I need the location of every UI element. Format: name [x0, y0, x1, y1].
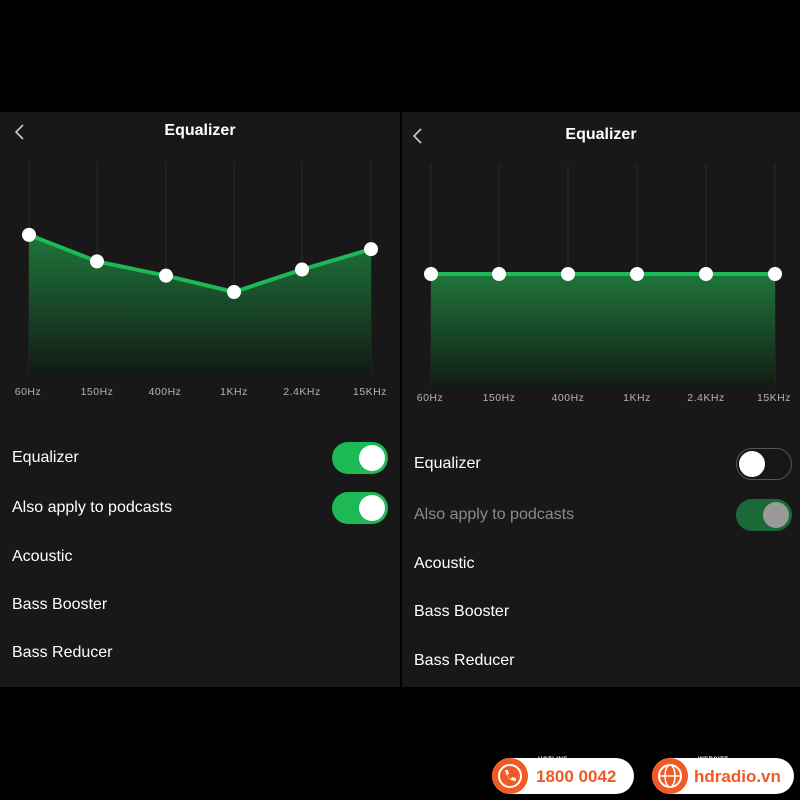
frequency-label: 400Hz — [551, 392, 585, 404]
hotline-label: HOTLINE — [538, 757, 568, 763]
equalizer-toggle[interactable] — [332, 442, 388, 474]
frequency-label: 1KHz — [623, 392, 651, 404]
eq-band-handle-3[interactable] — [227, 285, 241, 299]
frequency-label: 15KHz — [756, 392, 792, 404]
eq-band-handle-5[interactable] — [364, 242, 378, 257]
eq-band-handle-2[interactable] — [561, 267, 575, 281]
website-label: WEBSITE — [698, 757, 729, 763]
eq-curve-fill — [29, 234, 371, 374]
eq-curve-line — [28, 233, 372, 294]
frequency-label: 2.4KHz — [687, 392, 725, 404]
page-title: Equalizer — [164, 122, 236, 139]
equalizer-toggle[interactable] — [736, 448, 792, 480]
eq-band-handle-1[interactable] — [492, 267, 506, 281]
frequency-label: 15KHz — [352, 386, 388, 398]
preset-acoustic[interactable]: Acoustic — [12, 548, 73, 565]
toggle-knob — [359, 495, 385, 521]
frequency-label: 150Hz — [482, 392, 516, 404]
preset-bass-reducer[interactable]: Bass Reducer — [12, 644, 113, 661]
podcasts-toggle-label: Also apply to podcasts — [414, 506, 575, 523]
equalizer-toggle-label: Equalizer — [12, 449, 79, 466]
preset-bass-booster[interactable]: Bass Booster — [12, 596, 108, 613]
page-title: Equalizer — [565, 126, 637, 143]
back-chevron-icon[interactable] — [10, 122, 30, 142]
hotline-badge[interactable]: HOTLINE 1800 0042 — [492, 757, 634, 794]
eq-band-handle-2[interactable] — [159, 268, 173, 283]
frequency-label: 60Hz — [14, 386, 42, 398]
preset-bass-reducer[interactable]: Bass Reducer — [414, 652, 515, 669]
toggle-knob — [359, 445, 385, 471]
eq-band-handle-0[interactable] — [22, 227, 36, 242]
equalizer-graph[interactable] — [402, 112, 800, 408]
podcasts-toggle — [736, 499, 792, 531]
globe-icon — [652, 758, 688, 794]
eq-curve-fill — [431, 274, 775, 388]
equalizer-panel-right: Equalizer Equalizer Also apply to podcas… — [402, 112, 800, 687]
frequency-label: 2.4KHz — [283, 386, 321, 398]
website-badge[interactable]: WEBSITE hdradio.vn — [652, 757, 794, 794]
eq-band-handle-4[interactable] — [699, 267, 713, 281]
equalizer-panel-left: Equalizer Equalizer Also apply to podcas… — [0, 112, 400, 687]
back-chevron-icon[interactable] — [408, 126, 428, 146]
toggle-knob — [739, 451, 765, 477]
equalizer-graph[interactable] — [0, 112, 400, 402]
hotline-number: 1800 0042 — [536, 767, 617, 786]
phone-icon — [492, 758, 528, 794]
website-url: hdradio.vn — [694, 767, 781, 786]
frequency-label: 1KHz — [220, 386, 248, 398]
eq-band-handle-0[interactable] — [424, 267, 438, 281]
eq-band-handle-3[interactable] — [630, 267, 644, 281]
frequency-label: 60Hz — [416, 392, 444, 404]
frequency-label: 400Hz — [148, 386, 182, 398]
equalizer-toggle-label: Equalizer — [414, 455, 481, 472]
eq-band-handle-4[interactable] — [295, 262, 309, 277]
preset-acoustic[interactable]: Acoustic — [414, 555, 475, 572]
preset-bass-booster[interactable]: Bass Booster — [414, 603, 510, 620]
eq-band-handle-1[interactable] — [90, 254, 104, 269]
toggle-knob — [763, 502, 789, 528]
eq-band-handle-5[interactable] — [768, 267, 782, 281]
frequency-label: 150Hz — [80, 386, 114, 398]
podcasts-toggle[interactable] — [332, 492, 388, 524]
podcasts-toggle-label: Also apply to podcasts — [12, 499, 173, 516]
